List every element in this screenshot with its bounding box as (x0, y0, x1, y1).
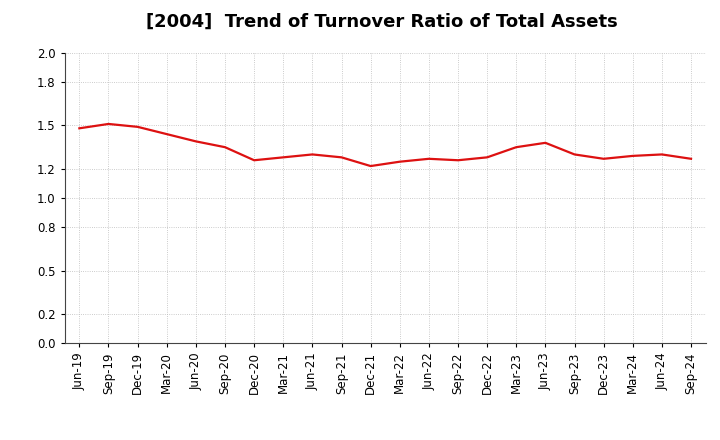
Text: [2004]  Trend of Turnover Ratio of Total Assets: [2004] Trend of Turnover Ratio of Total … (145, 13, 618, 31)
